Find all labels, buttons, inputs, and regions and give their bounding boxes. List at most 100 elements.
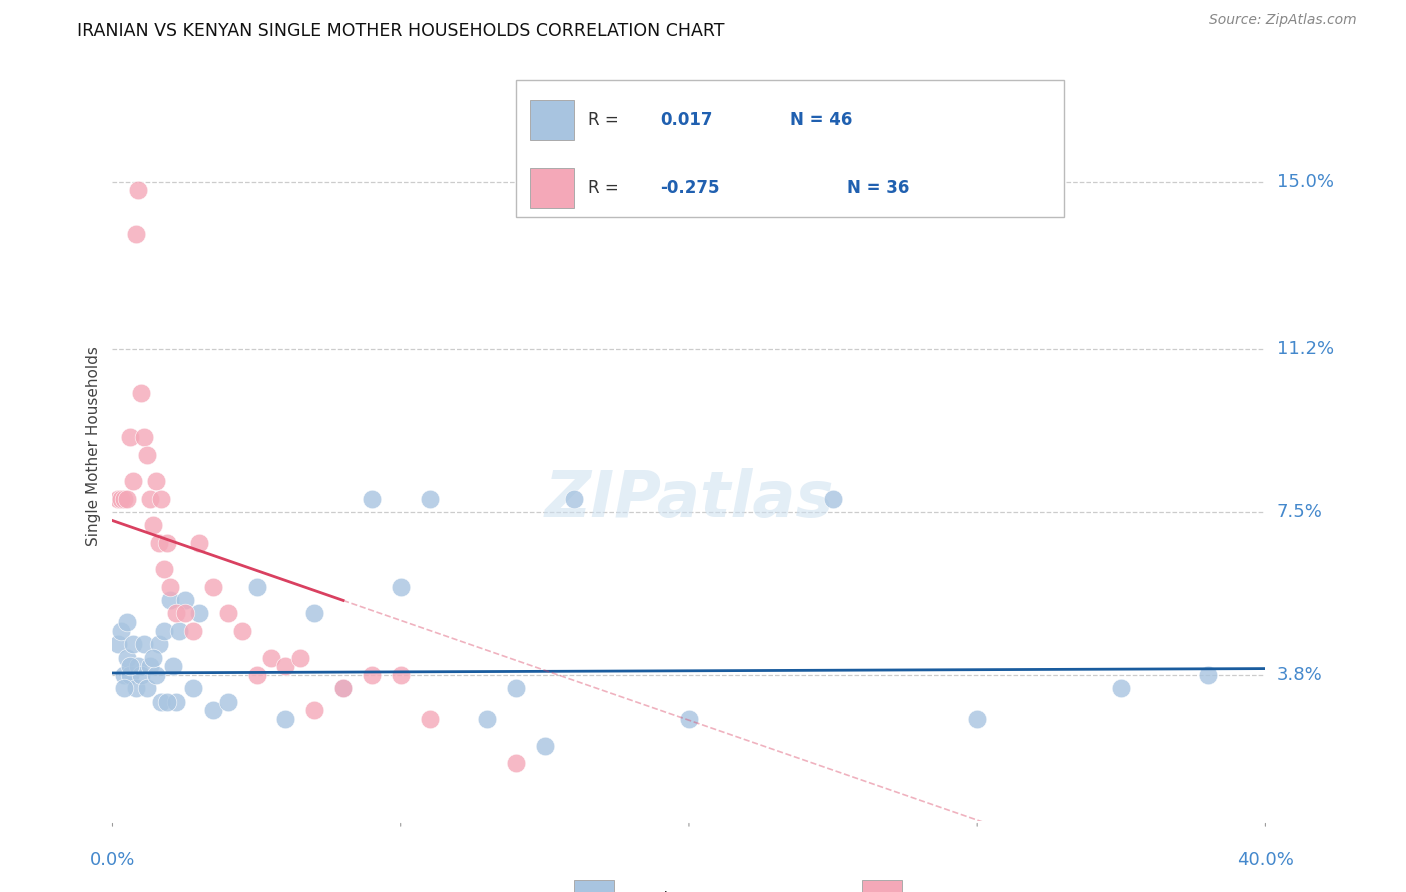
Point bbox=[361, 491, 384, 506]
Point bbox=[134, 637, 156, 651]
Text: R =: R = bbox=[588, 179, 619, 197]
Point bbox=[118, 668, 141, 682]
Point bbox=[477, 712, 499, 726]
Point bbox=[134, 430, 156, 444]
Point bbox=[165, 695, 187, 709]
Point bbox=[165, 607, 187, 621]
Point bbox=[150, 491, 173, 506]
Text: Source: ZipAtlas.com: Source: ZipAtlas.com bbox=[1209, 13, 1357, 28]
Point bbox=[118, 659, 141, 673]
Y-axis label: Single Mother Households: Single Mother Households bbox=[86, 346, 101, 546]
Point bbox=[188, 536, 211, 550]
Point bbox=[110, 624, 132, 639]
Point bbox=[173, 607, 195, 621]
Point bbox=[534, 739, 557, 753]
FancyBboxPatch shape bbox=[574, 880, 614, 892]
FancyBboxPatch shape bbox=[530, 169, 574, 208]
Point bbox=[162, 659, 184, 673]
Point bbox=[1197, 668, 1219, 682]
Text: 11.2%: 11.2% bbox=[1277, 340, 1334, 358]
Point bbox=[332, 681, 354, 696]
Point bbox=[202, 580, 225, 594]
Point bbox=[159, 593, 181, 607]
Point bbox=[136, 448, 159, 462]
Point bbox=[107, 637, 129, 651]
Point bbox=[288, 650, 311, 665]
Point bbox=[145, 475, 167, 489]
Text: IRANIAN VS KENYAN SINGLE MOTHER HOUSEHOLDS CORRELATION CHART: IRANIAN VS KENYAN SINGLE MOTHER HOUSEHOL… bbox=[77, 22, 725, 40]
Point bbox=[505, 681, 527, 696]
Text: 15.0%: 15.0% bbox=[1277, 172, 1333, 191]
Point bbox=[112, 681, 135, 696]
FancyBboxPatch shape bbox=[862, 880, 903, 892]
Point bbox=[142, 650, 165, 665]
Text: 7.5%: 7.5% bbox=[1277, 503, 1323, 521]
Point bbox=[332, 681, 354, 696]
Point bbox=[678, 712, 700, 726]
Point bbox=[110, 491, 132, 506]
Point bbox=[181, 624, 204, 639]
Point bbox=[167, 624, 190, 639]
Text: N = 46: N = 46 bbox=[790, 111, 852, 128]
Point bbox=[112, 491, 135, 506]
Point bbox=[127, 183, 149, 197]
Point bbox=[121, 475, 143, 489]
Text: R =: R = bbox=[588, 111, 619, 128]
Text: 0.0%: 0.0% bbox=[90, 851, 135, 869]
Point bbox=[821, 491, 844, 506]
Point bbox=[505, 756, 527, 771]
Point bbox=[129, 386, 153, 401]
Point bbox=[148, 637, 170, 651]
FancyBboxPatch shape bbox=[516, 80, 1064, 217]
Point bbox=[115, 491, 138, 506]
Point bbox=[231, 624, 253, 639]
Point bbox=[419, 491, 441, 506]
Point bbox=[127, 659, 149, 673]
Point bbox=[173, 593, 195, 607]
Point bbox=[129, 668, 153, 682]
Point bbox=[202, 703, 225, 717]
Point bbox=[142, 518, 165, 533]
Point bbox=[274, 659, 297, 673]
Point bbox=[246, 668, 269, 682]
Point bbox=[150, 695, 173, 709]
Point bbox=[115, 615, 138, 630]
Point bbox=[274, 712, 297, 726]
Point bbox=[217, 695, 239, 709]
Point bbox=[260, 650, 283, 665]
Text: ZIPatlas: ZIPatlas bbox=[544, 468, 834, 530]
FancyBboxPatch shape bbox=[530, 100, 574, 140]
Point bbox=[148, 536, 170, 550]
Point bbox=[361, 668, 384, 682]
Text: Kenyans: Kenyans bbox=[920, 891, 990, 892]
Point bbox=[304, 703, 326, 717]
Point bbox=[217, 607, 239, 621]
Text: N = 36: N = 36 bbox=[848, 179, 910, 197]
Point bbox=[188, 607, 211, 621]
Point bbox=[136, 681, 159, 696]
Text: -0.275: -0.275 bbox=[661, 179, 720, 197]
Point bbox=[145, 668, 167, 682]
Point bbox=[389, 668, 412, 682]
Point bbox=[107, 491, 129, 506]
Point bbox=[112, 668, 135, 682]
Point bbox=[419, 712, 441, 726]
Point bbox=[124, 681, 146, 696]
Point bbox=[115, 650, 138, 665]
Point bbox=[181, 681, 204, 696]
Point bbox=[153, 562, 176, 576]
Point bbox=[246, 580, 269, 594]
Point bbox=[118, 430, 141, 444]
Point bbox=[159, 580, 181, 594]
Text: Iranians: Iranians bbox=[631, 891, 697, 892]
Text: 40.0%: 40.0% bbox=[1237, 851, 1294, 869]
Point bbox=[156, 536, 179, 550]
Point bbox=[1111, 681, 1133, 696]
Point bbox=[139, 491, 162, 506]
Point bbox=[121, 637, 143, 651]
Point bbox=[156, 695, 179, 709]
Point bbox=[966, 712, 988, 726]
Point bbox=[562, 491, 585, 506]
Point bbox=[389, 580, 412, 594]
Point bbox=[304, 607, 326, 621]
